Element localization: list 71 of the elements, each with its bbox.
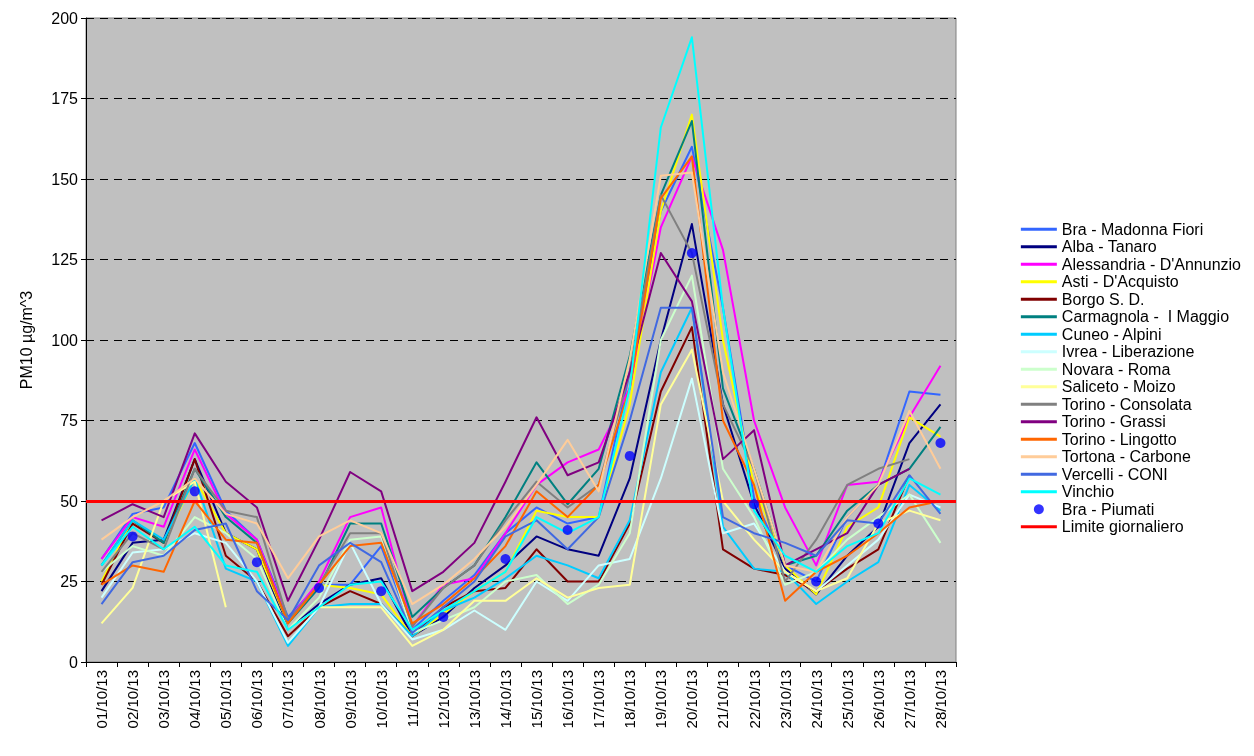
legend-label: Alba - Tanaro	[1061, 238, 1157, 256]
point	[127, 531, 138, 542]
legend-label: Novara - Roma	[1061, 360, 1171, 378]
x-tick-label: 06/10/13	[248, 670, 266, 729]
legend-label: Alessandria - D'Annunzio	[1061, 255, 1242, 273]
x-tick-label: 26/10/13	[869, 670, 887, 729]
legend-label: Tortona - Carbone	[1061, 448, 1191, 466]
point	[562, 524, 573, 535]
x-tick-label: 24/10/13	[807, 670, 825, 729]
x-tick-label: 13/10/13	[465, 670, 483, 729]
x-tick-label: 03/10/13	[155, 670, 173, 729]
legend-label: Limite giornaliero	[1061, 518, 1184, 536]
x-tick-label: 02/10/13	[124, 670, 142, 729]
legend-label: Carmagnola - I Maggio	[1061, 308, 1230, 326]
x-tick-label: 07/10/13	[279, 670, 297, 729]
legend-label: Bra - Madonna Fiori	[1061, 220, 1204, 238]
point	[935, 438, 946, 449]
legend-label: Vinchio	[1061, 483, 1115, 501]
y-tick-label: 0	[69, 653, 79, 671]
x-tick-label: 28/10/13	[931, 670, 949, 729]
x-tick-label: 20/10/13	[683, 670, 701, 729]
y-tick-label: 125	[51, 251, 79, 268]
y-tick-label: 175	[51, 90, 79, 107]
y-tick-label: 25	[60, 573, 79, 590]
x-tick-label: 10/10/13	[372, 670, 390, 729]
point	[189, 486, 200, 497]
x-tick-label: 04/10/13	[186, 670, 204, 729]
point	[749, 499, 760, 510]
y-tick-label: 150	[51, 170, 79, 188]
legend-label: Asti - D'Acquisto	[1061, 273, 1179, 291]
y-tick-label: 50	[60, 492, 79, 510]
legend-label: Saliceto - Moizo	[1061, 378, 1176, 396]
x-tick-label: 01/10/13	[93, 670, 111, 729]
x-tick-label: 11/10/13	[403, 670, 421, 728]
legend-label: Borgo S. D.	[1061, 290, 1145, 308]
point	[438, 611, 449, 622]
line-series	[100, 252, 911, 602]
point	[376, 586, 387, 597]
x-tick-label: 15/10/13	[528, 670, 546, 729]
y-tick-label: 100	[51, 331, 79, 349]
point	[251, 557, 262, 568]
legend-label: Bra - Piumati	[1061, 500, 1155, 518]
legend-label: Torino - Lingotto	[1061, 430, 1177, 448]
x-tick-label: 09/10/13	[341, 670, 359, 729]
y-tick-label: 200	[51, 9, 79, 27]
point	[873, 518, 884, 529]
y-tick-label: 75	[60, 412, 79, 429]
x-tick-label: 19/10/13	[652, 670, 670, 729]
x-tick-label: 21/10/13	[714, 670, 732, 729]
legend-label: Cuneo - Alpini	[1061, 325, 1162, 343]
point	[500, 553, 511, 564]
point	[686, 248, 697, 259]
point	[314, 582, 325, 593]
x-tick-label: 25/10/13	[838, 670, 856, 729]
legend-label: Vercelli - CONI	[1061, 465, 1168, 483]
x-tick-label: 16/10/13	[559, 670, 577, 729]
point	[624, 450, 635, 461]
point	[811, 576, 822, 587]
x-tick-label: 23/10/13	[776, 670, 794, 729]
x-tick-label: 08/10/13	[310, 670, 328, 729]
x-tick-label: 27/10/13	[900, 670, 918, 729]
x-tick-label: 22/10/13	[745, 670, 763, 729]
legend-label: Torino - Consolata	[1061, 395, 1192, 413]
legend-label: Ivrea - Liberazione	[1061, 343, 1195, 361]
x-tick-label: 14/10/13	[496, 670, 514, 729]
y-axis-title: PM10 µg/m^3	[17, 290, 35, 390]
x-tick-label: 05/10/13	[217, 670, 235, 729]
legend-label: Torino - Grassi	[1061, 413, 1166, 431]
x-tick-label: 17/10/13	[590, 670, 608, 729]
x-tick-label: 18/10/13	[621, 670, 639, 729]
x-tick-label: 12/10/13	[434, 670, 452, 729]
